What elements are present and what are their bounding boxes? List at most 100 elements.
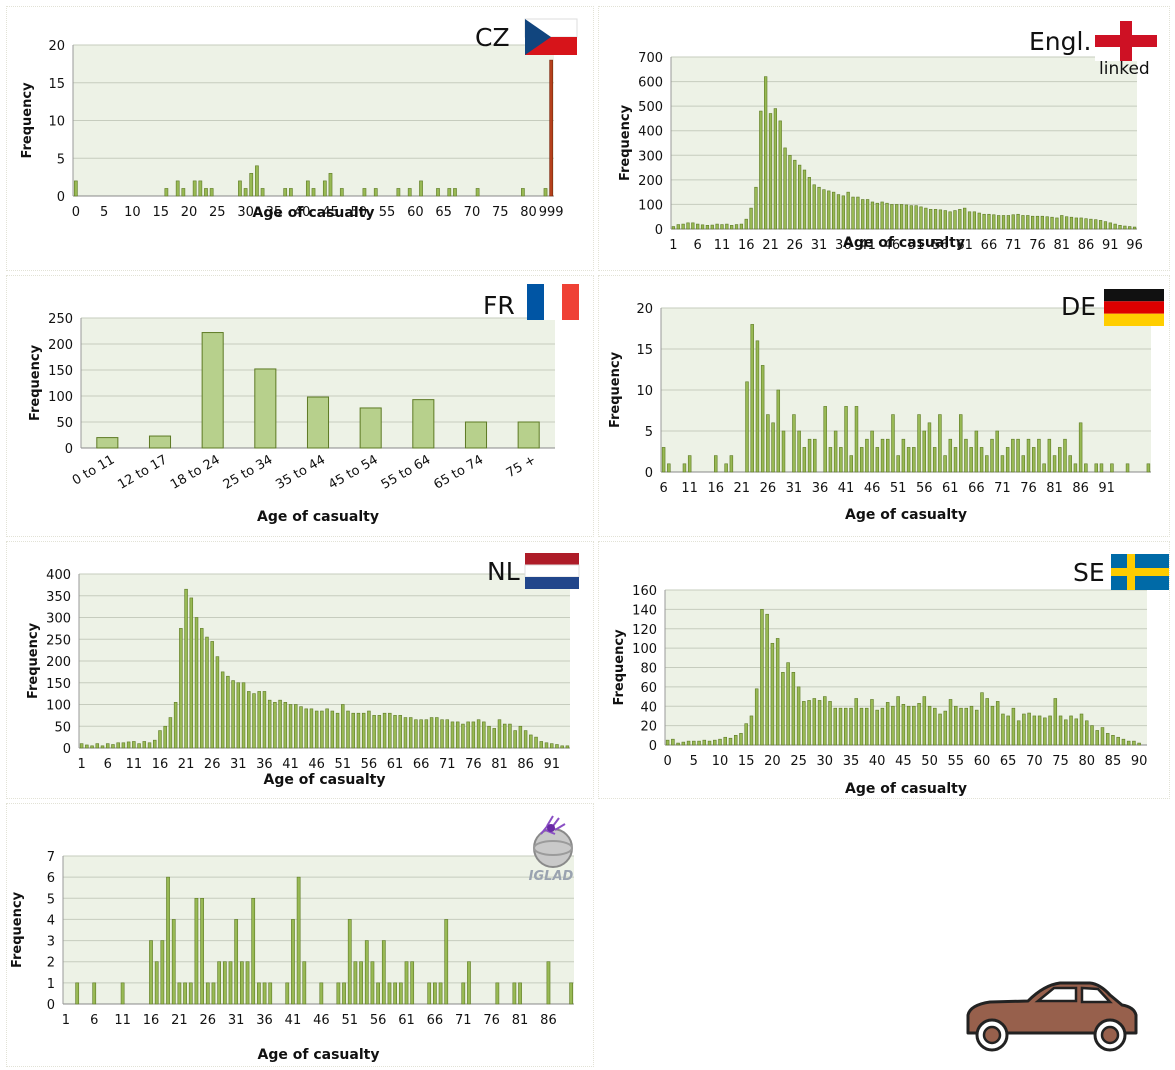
bar (288, 704, 293, 749)
bar (854, 406, 859, 473)
bar (419, 180, 423, 197)
x-tick-label: 76 (465, 757, 482, 772)
bar (833, 707, 838, 746)
bar (1045, 216, 1049, 230)
x-tick-label: 41 (838, 481, 855, 496)
bar (1126, 740, 1131, 746)
bar (475, 188, 480, 197)
x-tick-label: 25 (790, 754, 807, 769)
bar (168, 717, 173, 749)
bar (856, 196, 860, 230)
bar (749, 207, 753, 230)
x-tick-label: 86 (517, 757, 534, 772)
bar (982, 213, 986, 230)
y-tick-label: 120 (632, 623, 657, 638)
y-tick-label: 300 (46, 612, 71, 627)
bar (802, 169, 807, 230)
bar (912, 705, 916, 746)
bar (1032, 715, 1037, 746)
bar (823, 406, 827, 473)
y-tick-label: 5 (57, 152, 65, 167)
bar (1128, 226, 1132, 230)
y-tick-label: 200 (638, 174, 663, 189)
y-axis-title: Frequency (26, 622, 41, 699)
bar (147, 742, 152, 749)
bar (836, 194, 841, 230)
bar (1037, 715, 1042, 746)
bar (733, 735, 738, 746)
bar (739, 733, 743, 746)
bar (356, 712, 361, 749)
y-tick-label: 500 (638, 100, 663, 115)
bar (1084, 218, 1088, 230)
y-tick-label: 140 (632, 603, 657, 618)
bar (508, 723, 512, 749)
x-tick-label: 51 (890, 481, 907, 496)
bar (160, 940, 165, 1005)
bar (995, 430, 999, 473)
bar (812, 698, 817, 746)
x-tick-label: 71 (994, 481, 1011, 496)
bar (943, 210, 947, 230)
bar (691, 222, 695, 230)
bar (433, 982, 437, 1005)
bar (330, 710, 335, 749)
x-tick-label: 0 (663, 754, 671, 769)
x-tick-label: 31 (228, 1013, 245, 1028)
bar (424, 719, 429, 749)
x-tick-label: 55 (947, 754, 964, 769)
bar (1118, 225, 1122, 230)
bar (1005, 447, 1010, 473)
y-tick-label: 40 (640, 700, 657, 715)
bar (1121, 738, 1126, 746)
bar (875, 709, 879, 746)
bar (183, 982, 187, 1005)
bar (792, 414, 796, 473)
chart-france: 0 50 100 150 200 250 Frequency Age of casualty 0… (28, 312, 555, 525)
bar (1094, 219, 1098, 230)
bar (260, 188, 265, 197)
x-tick-label: 31 (811, 238, 828, 253)
bar (906, 447, 911, 473)
bar (361, 712, 366, 749)
bar (765, 613, 769, 746)
y-tick-label: 7 (47, 850, 55, 865)
y-tick-label: 5 (47, 892, 55, 907)
bar (184, 588, 188, 749)
x-tick-label: 76 (1020, 481, 1037, 496)
bar (154, 961, 159, 1005)
y-tick-label: 0 (65, 442, 73, 457)
y-tick-label: 20 (48, 39, 65, 54)
x-tick-label: 66 (981, 238, 998, 253)
x-tick-label: 41 (282, 757, 299, 772)
bar (851, 196, 855, 230)
bar (1042, 463, 1046, 473)
x-tick-label: 1 (62, 1013, 70, 1028)
bar (362, 188, 367, 197)
x-tick-label: 60 (974, 754, 991, 769)
x-tick-label: 5 (100, 205, 108, 220)
chart-cz: 0 5 10 15 20 Frequency Age of casualty 0 5 10 15 20… (20, 39, 564, 221)
x-tick-label: 75 + (504, 452, 539, 481)
x-tick-label: 36 (835, 238, 852, 253)
x-tick-label: 16 (152, 757, 169, 772)
bar (954, 705, 958, 746)
bar (194, 617, 199, 749)
bar (859, 707, 864, 746)
x-axis-title: Age of casualty (845, 781, 967, 797)
bar (1103, 221, 1108, 230)
bar (364, 940, 369, 1005)
bar (899, 204, 904, 230)
bar (267, 699, 272, 749)
bar (372, 715, 376, 749)
bar (906, 705, 911, 746)
bar (367, 710, 371, 749)
x-tick-label: 11 (126, 757, 143, 772)
bar (471, 721, 476, 749)
x-tick-label: 41 (285, 1013, 302, 1028)
bar (149, 940, 153, 1005)
bar (681, 741, 686, 746)
bar (715, 223, 719, 230)
y-tick-label: 400 (46, 568, 71, 583)
bar (904, 204, 909, 230)
